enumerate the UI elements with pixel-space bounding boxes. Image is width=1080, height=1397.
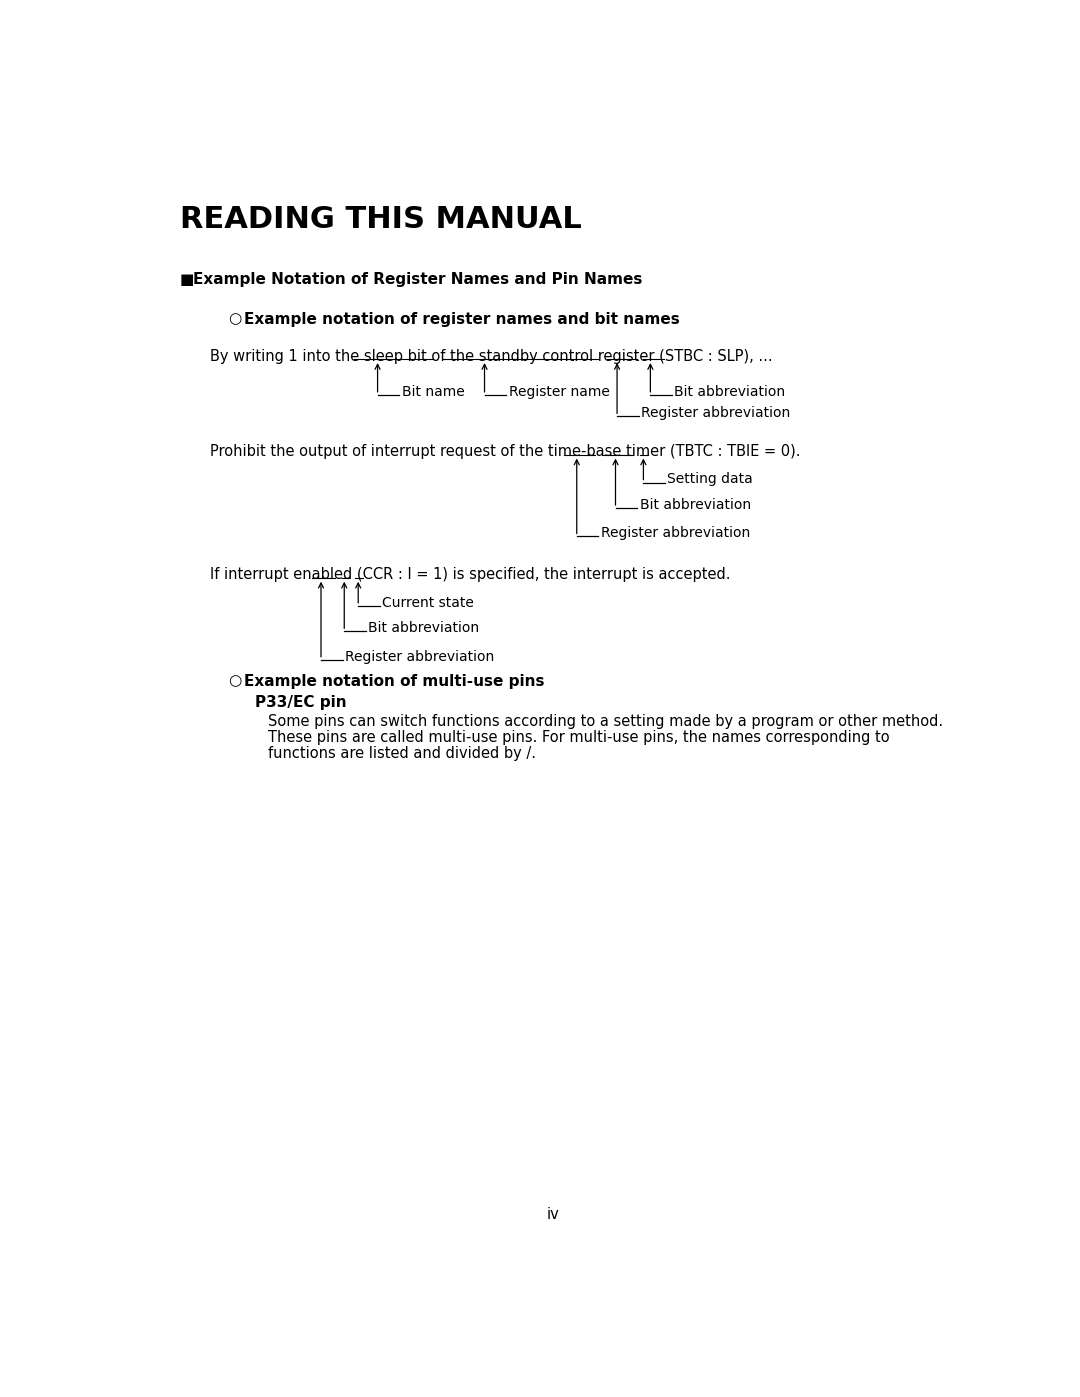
Text: ■: ■ — [179, 271, 193, 286]
Text: Register name: Register name — [509, 384, 609, 398]
Text: Register abbreviation: Register abbreviation — [600, 527, 750, 541]
Text: These pins are called multi-use pins. For multi-use pins, the names correspondin: These pins are called multi-use pins. Fo… — [268, 729, 890, 745]
Text: Example Notation of Register Names and Pin Names: Example Notation of Register Names and P… — [193, 271, 643, 286]
Text: Register abbreviation: Register abbreviation — [642, 407, 791, 420]
Text: ○: ○ — [228, 673, 241, 689]
Text: ○: ○ — [228, 312, 241, 327]
Text: Bit abbreviation: Bit abbreviation — [368, 622, 480, 636]
Text: Prohibit the output of interrupt request of the time-base timer (TBTC : TBIE = 0: Prohibit the output of interrupt request… — [211, 444, 800, 460]
Text: P33/EC pin: P33/EC pin — [255, 696, 347, 710]
Text: Current state: Current state — [382, 595, 474, 609]
Text: Example notation of multi-use pins: Example notation of multi-use pins — [243, 673, 544, 689]
Text: Some pins can switch functions according to a setting made by a program or other: Some pins can switch functions according… — [268, 714, 944, 729]
Text: functions are listed and divided by /.: functions are listed and divided by /. — [268, 746, 537, 761]
Text: By writing 1 into the sleep bit of the standby control register (STBC : SLP), ..: By writing 1 into the sleep bit of the s… — [211, 349, 773, 363]
Text: iv: iv — [548, 1207, 559, 1222]
Text: Setting data: Setting data — [667, 472, 753, 486]
Text: READING THIS MANUAL: READING THIS MANUAL — [180, 205, 582, 235]
Text: Example notation of register names and bit names: Example notation of register names and b… — [243, 312, 679, 327]
Text: Bit abbreviation: Bit abbreviation — [639, 497, 751, 511]
Text: Bit name: Bit name — [402, 384, 464, 398]
Text: Register abbreviation: Register abbreviation — [345, 650, 495, 664]
Text: If interrupt enabled (CCR : I = 1) is specified, the interrupt is accepted.: If interrupt enabled (CCR : I = 1) is sp… — [211, 567, 731, 583]
Text: Bit abbreviation: Bit abbreviation — [674, 384, 785, 398]
